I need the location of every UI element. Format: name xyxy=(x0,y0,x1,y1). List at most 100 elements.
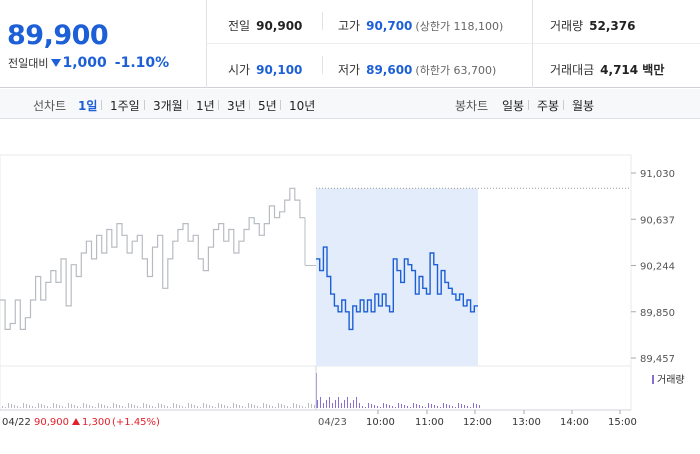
price-box: 89,900 전일대비 1,000 -1.10% xyxy=(0,0,207,88)
stat-value: 4,714 백만 xyxy=(600,63,665,77)
volume-bar xyxy=(317,400,318,408)
tab-weekly[interactable]: 주봉 xyxy=(537,99,560,113)
volume-bar xyxy=(80,407,81,408)
volume-legend-swatch xyxy=(652,375,654,384)
volume-bar xyxy=(314,405,315,408)
change-label: 전일대비 xyxy=(8,57,49,70)
volume-bar xyxy=(212,406,213,408)
volume-bar xyxy=(77,406,78,408)
divider xyxy=(528,100,529,110)
quote-header: 89,900 전일대비 1,000 -1.10% 전일 90,900 고가 90… xyxy=(0,0,700,88)
volume-bar xyxy=(248,403,249,408)
volume-bar xyxy=(146,404,147,408)
volume-bar xyxy=(467,406,468,408)
volume-bar xyxy=(113,403,114,408)
volume-bar xyxy=(407,406,408,408)
volume-bar xyxy=(176,404,177,408)
volume-bar xyxy=(149,405,150,408)
tab-daily[interactable]: 일봉 xyxy=(502,99,525,113)
footer-pct: (+1.45%) xyxy=(112,417,160,428)
tab-3y[interactable]: 3년 xyxy=(227,99,246,113)
tab-1w[interactable]: 1주일 xyxy=(110,99,140,113)
tab-5y[interactable]: 5년 xyxy=(258,99,277,113)
volume-bar xyxy=(167,406,168,408)
tab-3m[interactable]: 3개월 xyxy=(153,99,183,113)
x-tick-label: 15:00 xyxy=(608,417,637,428)
volume-bar xyxy=(29,405,30,408)
change-percent: -1.10% xyxy=(114,55,170,71)
stat-label: 저가 xyxy=(338,63,361,77)
stat-label: 전일 xyxy=(228,19,251,33)
price-series xyxy=(0,187,478,331)
volume-bar xyxy=(5,407,6,408)
volume-bar xyxy=(299,405,300,408)
series-line-today xyxy=(316,246,478,331)
current-price: 89,900 xyxy=(7,20,109,51)
volume-bar xyxy=(341,403,342,408)
volume-bar xyxy=(191,404,192,408)
volume-bar xyxy=(173,403,174,408)
volume-bar xyxy=(464,405,465,408)
volume-bar xyxy=(218,403,219,408)
tab-1y[interactable]: 1년 xyxy=(196,99,215,113)
volume-bar xyxy=(155,407,156,408)
volume-bar xyxy=(419,405,420,408)
volume-bar xyxy=(158,403,159,408)
volume-legend-label: 거래량 xyxy=(657,374,685,386)
volume-bar xyxy=(455,407,456,408)
x-tick-label: 14:00 xyxy=(560,417,589,428)
volume-bar xyxy=(68,403,69,408)
volume-bars xyxy=(2,366,480,410)
volume-bar xyxy=(284,405,285,408)
volume-bar xyxy=(239,405,240,408)
volume-bar xyxy=(413,403,414,408)
volume-bar xyxy=(383,403,384,408)
volume-bar xyxy=(221,404,222,408)
footer-date: 04/22 xyxy=(2,417,31,428)
volume-bar xyxy=(11,404,12,408)
x-tick-label: 13:00 xyxy=(512,417,541,428)
volume-bar xyxy=(398,403,399,408)
lower-limit: (하한가 63,700) xyxy=(415,64,497,77)
volume-bar xyxy=(65,407,66,408)
y-tick-label: 89,457 xyxy=(640,354,675,365)
volume-bar xyxy=(428,403,429,408)
volume-bar xyxy=(335,400,336,408)
volume-bar xyxy=(53,403,54,408)
volume-bar xyxy=(368,403,369,408)
volume-bar xyxy=(62,406,63,408)
volume-bar xyxy=(56,404,57,408)
volume-bar xyxy=(233,403,234,408)
volume-bar xyxy=(215,407,216,408)
volume-bar xyxy=(380,407,381,408)
volume-bar xyxy=(332,403,333,408)
volume-bar xyxy=(272,406,273,408)
chart-period-tabs: 선차트 1일 1주일 3개월 1년 3년 5년 10년 봉차트 일봉 주봉 월봉 xyxy=(0,89,700,119)
x-tick-label: 10:00 xyxy=(366,417,395,428)
volume-bar xyxy=(32,406,33,408)
volume-bar xyxy=(8,403,9,408)
volume-bar xyxy=(452,406,453,408)
volume-bar xyxy=(266,404,267,408)
volume-bar xyxy=(305,407,306,408)
volume-bar xyxy=(254,405,255,408)
tab-1d[interactable]: 1일 xyxy=(78,99,98,113)
volume-bar xyxy=(89,405,90,408)
stat-label: 고가 xyxy=(338,19,361,33)
stat-value: 90,100 xyxy=(256,63,303,77)
tab-10y[interactable]: 10년 xyxy=(289,99,316,113)
candle-chart-label: 봉차트 xyxy=(455,99,489,113)
volume-bar xyxy=(197,406,198,408)
volume-bar xyxy=(83,403,84,408)
divider xyxy=(563,100,564,110)
volume-bar xyxy=(353,400,354,408)
divider xyxy=(322,12,323,30)
volume-bar xyxy=(404,405,405,408)
tab-monthly[interactable]: 월봉 xyxy=(572,99,595,113)
volume-bar xyxy=(59,405,60,408)
volume-bar xyxy=(269,405,270,408)
stat-label: 거래대금 xyxy=(550,63,595,77)
series-line-prev-day xyxy=(0,187,305,330)
volume-bar xyxy=(425,407,426,408)
volume-bar xyxy=(362,406,363,408)
